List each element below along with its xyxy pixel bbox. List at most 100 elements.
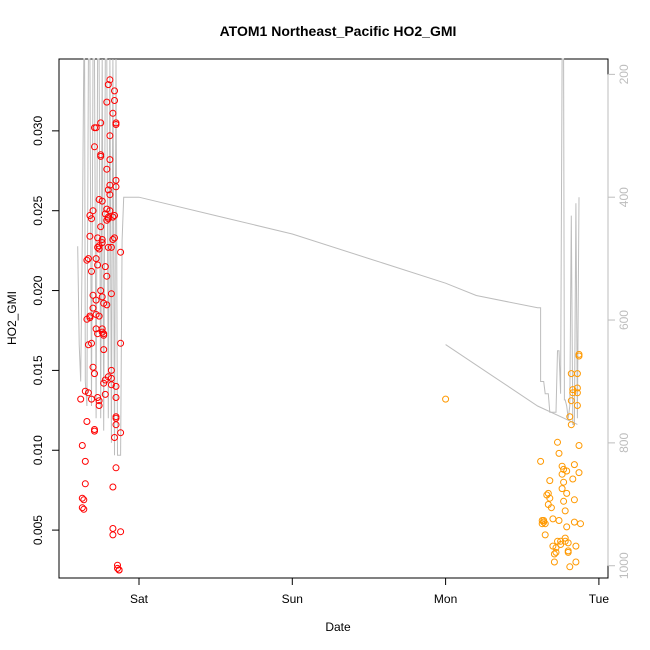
- data-point: [563, 523, 571, 531]
- data-point: [106, 156, 114, 164]
- points-layer: [77, 76, 584, 574]
- data-point: [84, 255, 92, 263]
- data-point: [80, 505, 88, 513]
- data-point: [86, 232, 94, 240]
- data-point: [541, 520, 549, 528]
- data-point: [98, 236, 106, 243]
- data-point: [103, 216, 111, 224]
- data-point: [544, 489, 552, 497]
- data-point: [106, 76, 114, 84]
- data-point: [94, 234, 102, 242]
- data-point: [111, 87, 118, 95]
- data-point: [573, 384, 581, 392]
- data-point: [78, 442, 86, 449]
- pressure-line-segment: [445, 344, 578, 425]
- data-point: [97, 223, 105, 231]
- data-point: [81, 457, 89, 465]
- data-point: [112, 183, 120, 191]
- data-point: [567, 397, 575, 405]
- data-point: [84, 389, 92, 397]
- data-point: [117, 248, 125, 256]
- data-point: [91, 426, 98, 433]
- data-point: [112, 394, 120, 401]
- data-point: [78, 494, 86, 502]
- data-point: [81, 480, 89, 488]
- data-point: [117, 429, 125, 437]
- pressure-layer: [77, 58, 580, 456]
- data-point: [566, 413, 574, 421]
- y2-tick-label: 200: [617, 64, 631, 84]
- data-point: [100, 331, 108, 339]
- data-point: [569, 389, 577, 397]
- data-point: [106, 191, 114, 199]
- data-point: [98, 328, 106, 336]
- data-point: [89, 304, 97, 312]
- data-point: [111, 212, 118, 219]
- data-point: [117, 339, 125, 347]
- y-tick-label: 0.020: [31, 275, 45, 305]
- data-point: [92, 296, 100, 304]
- data-point: [104, 81, 112, 89]
- data-point: [114, 561, 121, 569]
- y2-tick-label: 400: [617, 187, 631, 207]
- data-point: [109, 109, 117, 117]
- data-point: [101, 390, 109, 398]
- x-tick-label: Sun: [282, 592, 303, 606]
- data-point: [567, 421, 575, 429]
- data-point: [92, 124, 100, 132]
- data-point: [103, 98, 111, 106]
- data-point: [566, 563, 574, 571]
- data-point: [538, 520, 546, 528]
- data-point: [561, 507, 569, 515]
- data-point: [550, 558, 558, 566]
- data-point: [95, 242, 103, 250]
- data-point: [95, 397, 103, 405]
- data-point: [563, 467, 571, 475]
- data-point: [89, 207, 97, 215]
- data-point: [570, 496, 578, 504]
- data-point: [94, 243, 102, 251]
- data-point: [549, 515, 557, 523]
- x-tick-label: Mon: [434, 592, 457, 606]
- data-point: [558, 462, 566, 470]
- data-point: [573, 389, 581, 397]
- y-axis: 0.005 0.010 0.015 0.020 0.025 0.030: [31, 116, 60, 545]
- data-point: [100, 346, 108, 354]
- data-point: [88, 339, 95, 347]
- data-point: [114, 564, 121, 572]
- chart-title: ATOM1 Northeast_Pacific HO2_GMI: [220, 23, 457, 39]
- data-point: [552, 548, 560, 556]
- data-point: [554, 438, 561, 446]
- data-point: [558, 470, 566, 478]
- data-point: [573, 370, 581, 378]
- y2-tick-label: 600: [617, 310, 631, 330]
- y-axis-label: HO2_GMI: [5, 291, 19, 345]
- data-point: [104, 186, 112, 194]
- data-point: [109, 483, 117, 491]
- data-point: [101, 263, 109, 271]
- data-point: [103, 272, 111, 280]
- data-point: [104, 215, 112, 223]
- data-point: [550, 550, 558, 558]
- y2-axis: 200 400 600 800 1000: [607, 64, 631, 579]
- y2-tick-label: 800: [617, 433, 631, 453]
- data-point: [77, 395, 85, 403]
- y-tick-label: 0.015: [31, 355, 45, 385]
- data-point: [572, 542, 580, 550]
- data-point: [115, 566, 123, 574]
- data-point: [111, 97, 118, 104]
- data-point: [555, 449, 563, 457]
- data-point: [86, 312, 94, 320]
- y2-tick-label: 1000: [617, 552, 631, 579]
- data-point: [567, 370, 575, 378]
- data-point: [83, 256, 91, 264]
- data-point: [570, 518, 578, 526]
- x-axis-label: Date: [325, 620, 351, 634]
- data-point: [94, 394, 102, 401]
- data-point: [573, 402, 581, 409]
- data-point: [557, 541, 565, 548]
- data-point: [558, 485, 566, 493]
- data-point: [98, 197, 106, 205]
- data-point: [570, 461, 578, 469]
